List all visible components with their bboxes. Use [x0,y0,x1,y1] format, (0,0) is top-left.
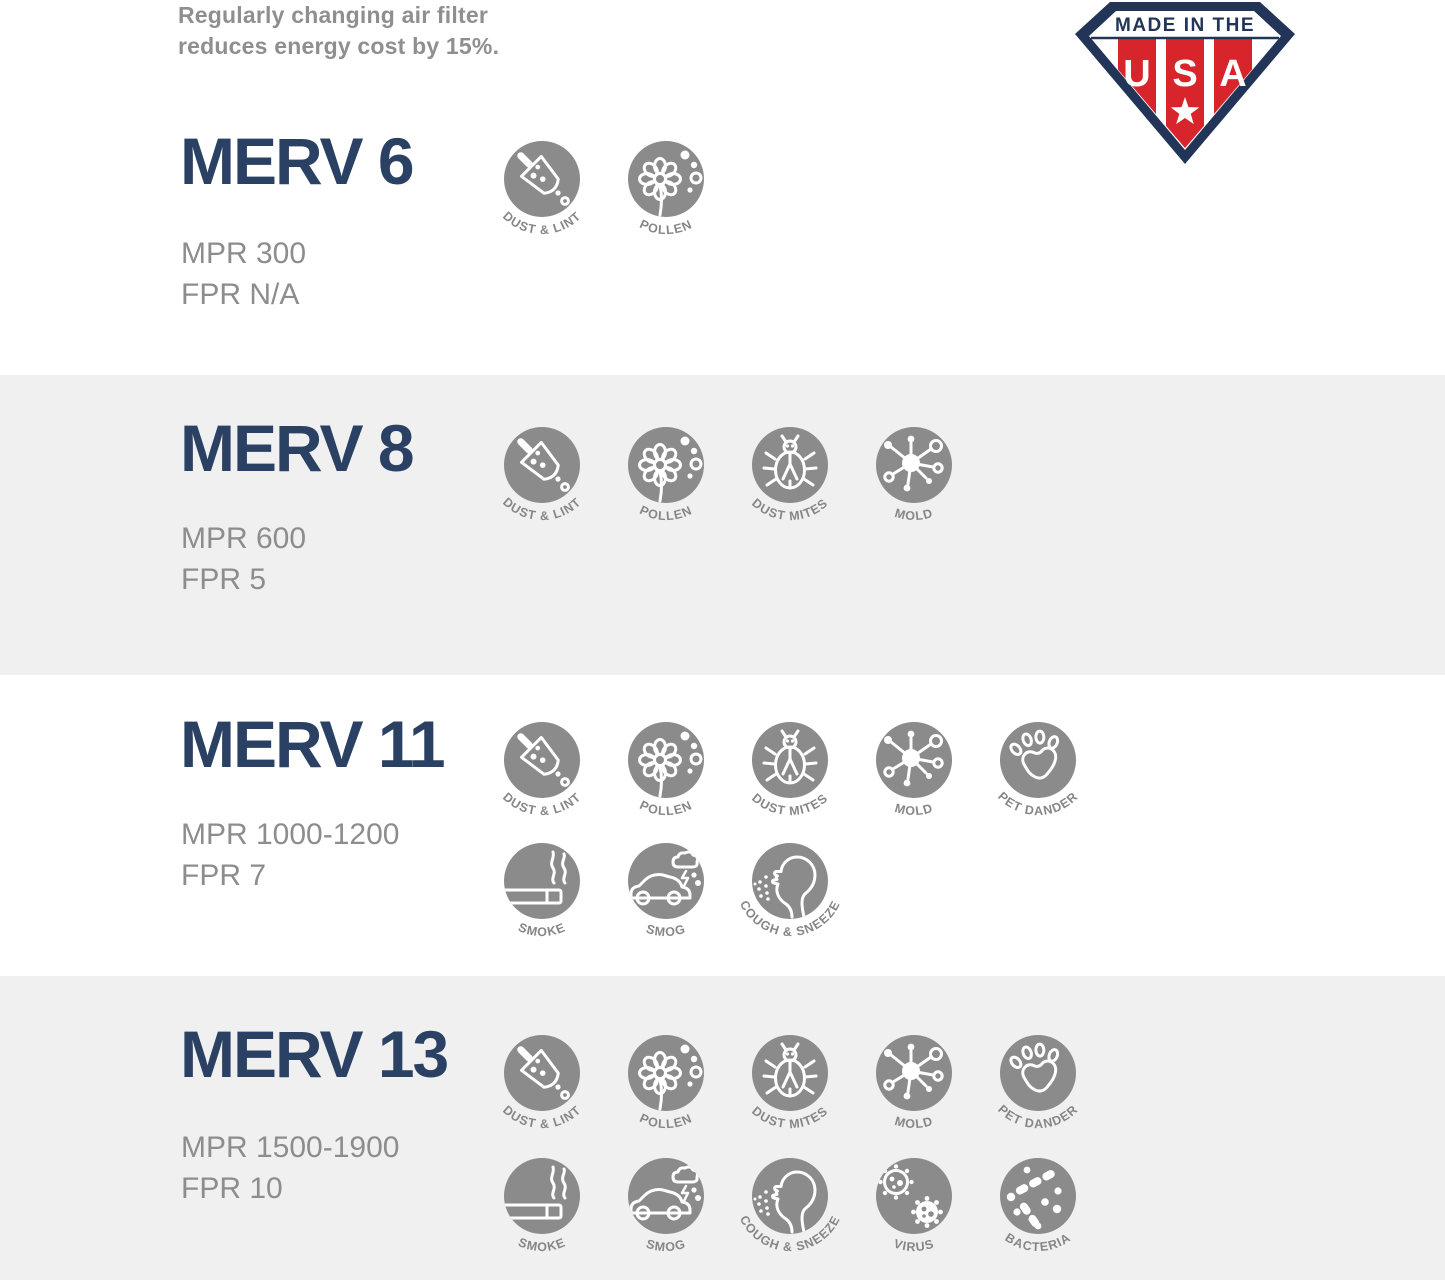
smog-icon: SMOG [606,837,726,959]
smog-icon: SMOG [606,1152,726,1274]
svg-text:MOLD: MOLD [893,506,935,523]
badge-letter-s: S [1172,53,1197,95]
smoke-icon: SMOKE [482,837,602,959]
badge-letter-a: A [1219,53,1246,95]
svg-text:SMOKE: SMOKE [516,920,567,939]
svg-text:POLLEN: POLLEN [638,1111,695,1131]
badge-star-icon [1170,97,1200,125]
merv-8-band [0,375,1445,675]
svg-text:MOLD: MOLD [893,1114,935,1131]
svg-text:SMOKE: SMOKE [516,1235,567,1254]
svg-text:POLLEN: POLLEN [638,503,695,523]
merv-13-mpr: MPR 1500-1900 [181,1131,400,1164]
pollen-icon: POLLEN [606,421,726,543]
merv-13-title: MERV 13 [180,1017,449,1091]
dust-lint-icon: DUST & LINT [482,716,602,838]
dust-lint-icon: DUST & LINT [482,135,602,257]
badge-letter-u: U [1123,53,1150,95]
made-in-usa-badge: MADE IN THE U S A [1075,2,1295,164]
merv-13-fpr: FPR 10 [181,1172,283,1205]
merv-6-mpr: MPR 300 [181,237,307,270]
merv-6-fpr: FPR N/A [181,278,300,311]
cough-sneeze-icon: COUGH & SNEEZE [730,1152,850,1274]
svg-text:MOLD: MOLD [893,801,935,818]
merv-11-title: MERV 11 [180,707,446,781]
svg-text:POLLEN: POLLEN [638,217,695,237]
dust-mites-icon: DUST MITES [730,1029,850,1151]
bacteria-icon: BACTERIA [978,1152,1098,1274]
merv-6-title: MERV 6 [180,124,415,198]
mold-icon: MOLD [854,1029,974,1151]
merv-8-mpr: MPR 600 [181,522,307,555]
pollen-icon: POLLEN [606,135,726,257]
svg-text:SMOG: SMOG [644,922,687,940]
dust-lint-icon: DUST & LINT [482,421,602,543]
dust-mites-icon: DUST MITES [730,716,850,838]
merv-11-specs: MPR 1000-1200 FPR 7 [181,814,399,896]
smoke-icon: SMOKE [482,1152,602,1274]
merv-11-fpr: FPR 7 [181,859,267,892]
merv-11-mpr: MPR 1000-1200 [181,818,400,851]
energy-note: Regularly changing air filter reduces en… [178,0,499,62]
merv-8-title: MERV 8 [180,411,415,485]
pollen-icon: POLLEN [606,1029,726,1151]
merv-13-specs: MPR 1500-1900 FPR 10 [181,1127,399,1209]
dust-lint-icon: DUST & LINT [482,1029,602,1151]
energy-note-line2: reduces energy cost by 15%. [178,33,500,59]
mold-icon: MOLD [854,421,974,543]
svg-text:POLLEN: POLLEN [638,798,695,818]
merv-13-band [0,976,1445,1280]
pet-dander-icon: PET DANDER [978,1029,1098,1151]
svg-text:VIRUS: VIRUS [892,1237,936,1255]
badge-banner-text: MADE IN THE [1115,15,1255,36]
merv-8-fpr: FPR 5 [181,563,267,596]
energy-note-line1: Regularly changing air filter [178,2,488,28]
dust-mites-icon: DUST MITES [730,421,850,543]
pet-dander-icon: PET DANDER [978,716,1098,838]
mold-icon: MOLD [854,716,974,838]
svg-text:SMOG: SMOG [644,1237,687,1255]
virus-icon: VIRUS [854,1152,974,1274]
cough-sneeze-icon: COUGH & SNEEZE [730,837,850,959]
merv-8-specs: MPR 600 FPR 5 [181,518,306,600]
pollen-icon: POLLEN [606,716,726,838]
merv-6-specs: MPR 300 FPR N/A [181,233,306,315]
